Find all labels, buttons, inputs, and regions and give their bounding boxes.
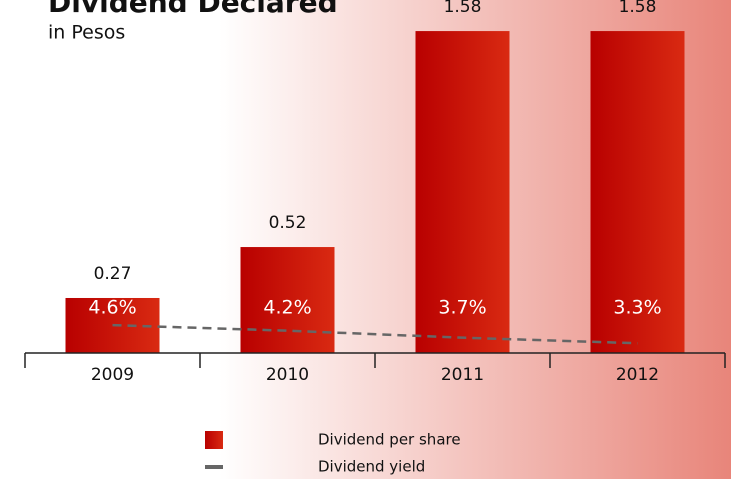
data-label: 1.58: [619, 0, 657, 17]
x-tick-label: 2010: [266, 365, 309, 385]
legend-swatch: [205, 465, 223, 469]
x-tick-label: 2011: [441, 365, 484, 385]
yield-label: 3.7%: [438, 297, 486, 319]
data-label: 1.58: [444, 0, 482, 17]
x-tick-label: 2012: [616, 365, 659, 385]
chart-subtitle: in Pesos: [48, 22, 125, 44]
bar: [240, 247, 335, 353]
x-tick-label: 2009: [91, 365, 134, 385]
bar: [415, 31, 510, 353]
chart-title: Dividend Declared: [48, 0, 338, 19]
yield-label: 4.2%: [263, 297, 311, 319]
legend-label: Dividend per share: [318, 431, 461, 449]
data-label: 0.52: [269, 213, 307, 233]
data-label: 0.27: [94, 264, 132, 284]
bar: [590, 31, 685, 353]
legend-swatch: [205, 431, 223, 449]
yield-label: 4.6%: [88, 297, 136, 319]
yield-line: [112, 323, 638, 345]
yield-label: 3.3%: [613, 297, 661, 319]
legend-label: Dividend yield: [318, 458, 425, 476]
